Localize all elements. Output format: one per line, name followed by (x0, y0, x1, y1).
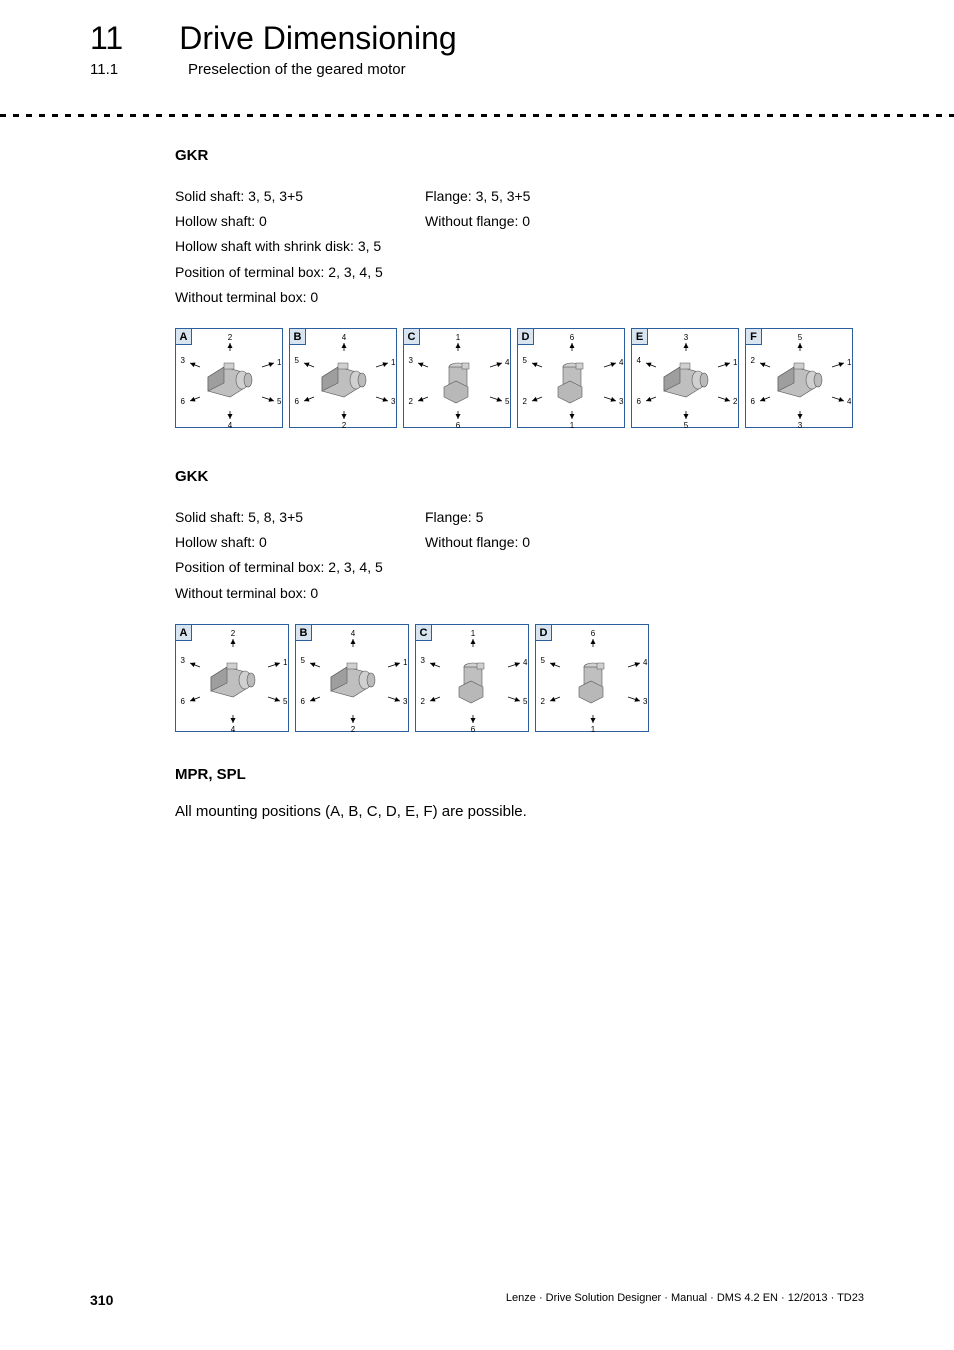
svg-text:1: 1 (570, 421, 575, 429)
svg-text:3: 3 (181, 656, 186, 665)
diagram-cell: C 1 6 3 4 2 5 (415, 624, 529, 732)
page-number: 310 (90, 1292, 113, 1308)
diagram-cell: E 3 5 4 1 6 2 (631, 328, 739, 428)
svg-text:5: 5 (505, 397, 510, 406)
svg-text:6: 6 (751, 397, 756, 406)
svg-text:5: 5 (301, 656, 306, 665)
gkr-terminal-box: Position of terminal box: 2, 3, 4, 5 (175, 260, 425, 285)
gkr-heading: GKR (175, 147, 864, 164)
diagram-cell: B 4 2 5 1 6 3 (289, 328, 397, 428)
diagram-cell: F 5 3 2 1 6 4 (745, 328, 853, 428)
svg-text:3: 3 (403, 697, 408, 706)
gkr-without-terminal: Without terminal box: 0 (175, 285, 425, 310)
svg-text:6: 6 (181, 397, 186, 406)
mprspl-text: All mounting positions (A, B, C, D, E, F… (175, 803, 864, 820)
gkr-hollow-shaft: Hollow shaft: 0 (175, 209, 425, 234)
svg-text:3: 3 (421, 656, 426, 665)
gkr-specs: Solid shaft: 3, 5, 3+5 Hollow shaft: 0 H… (175, 184, 864, 310)
svg-text:1: 1 (591, 725, 596, 733)
gkk-heading: GKK (175, 468, 864, 485)
svg-text:5: 5 (523, 356, 528, 365)
separator (0, 114, 954, 117)
svg-text:5: 5 (684, 421, 689, 429)
gkk-diagrams: A 2 4 3 1 6 5 B 4 2 (175, 624, 864, 732)
diagram-cell: D 6 1 5 4 2 3 (535, 624, 649, 732)
chapter-title: Drive Dimensioning (179, 20, 456, 57)
svg-text:3: 3 (643, 697, 648, 706)
svg-text:6: 6 (591, 629, 596, 638)
svg-text:6: 6 (637, 397, 642, 406)
svg-text:3: 3 (181, 356, 186, 365)
svg-text:2: 2 (421, 697, 426, 706)
svg-text:1: 1 (391, 358, 396, 367)
svg-text:6: 6 (456, 421, 461, 429)
svg-text:2: 2 (751, 356, 756, 365)
svg-text:1: 1 (471, 629, 476, 638)
diagram-cell: A 2 4 3 1 6 5 (175, 624, 289, 732)
svg-text:2: 2 (409, 397, 414, 406)
svg-text:2: 2 (231, 629, 236, 638)
gkk-hollow-shaft: Hollow shaft: 0 (175, 530, 425, 555)
svg-text:6: 6 (295, 397, 300, 406)
svg-text:1: 1 (283, 658, 288, 667)
gkk-solid-shaft: Solid shaft: 5, 8, 3+5 (175, 505, 425, 530)
gkr-solid-shaft: Solid shaft: 3, 5, 3+5 (175, 184, 425, 209)
footer-text: Lenze · Drive Solution Designer · Manual… (506, 1292, 864, 1308)
svg-text:4: 4 (847, 397, 852, 406)
svg-text:4: 4 (228, 421, 233, 429)
svg-text:6: 6 (570, 333, 575, 342)
gkk-flange: Flange: 5 (425, 505, 615, 530)
diagram-cell: D 6 1 5 4 2 3 (517, 328, 625, 428)
diagram-cell: A 2 4 3 1 6 5 (175, 328, 283, 428)
gkk-terminal-box: Position of terminal box: 2, 3, 4, 5 (175, 555, 425, 580)
gkr-flange: Flange: 3, 5, 3+5 (425, 184, 615, 209)
section-title: Preselection of the geared motor (188, 61, 406, 78)
svg-text:2: 2 (342, 421, 347, 429)
svg-text:3: 3 (798, 421, 803, 429)
svg-text:5: 5 (541, 656, 546, 665)
svg-text:1: 1 (403, 658, 408, 667)
svg-text:4: 4 (342, 333, 347, 342)
svg-text:5: 5 (295, 356, 300, 365)
svg-text:2: 2 (351, 725, 356, 733)
svg-text:4: 4 (505, 358, 510, 367)
svg-text:4: 4 (619, 358, 624, 367)
svg-text:1: 1 (733, 358, 738, 367)
svg-text:2: 2 (228, 333, 233, 342)
svg-text:5: 5 (277, 397, 282, 406)
gkr-without-flange: Without flange: 0 (425, 209, 615, 234)
chapter-number: 11 (90, 20, 123, 57)
svg-text:5: 5 (523, 697, 528, 706)
svg-text:4: 4 (637, 356, 642, 365)
svg-text:2: 2 (523, 397, 528, 406)
svg-text:1: 1 (456, 333, 461, 342)
gkk-without-terminal: Without terminal box: 0 (175, 581, 425, 606)
svg-text:5: 5 (798, 333, 803, 342)
svg-text:1: 1 (847, 358, 852, 367)
svg-text:4: 4 (643, 658, 648, 667)
svg-text:6: 6 (301, 697, 306, 706)
svg-text:6: 6 (471, 725, 476, 733)
svg-text:3: 3 (391, 397, 396, 406)
section-number: 11.1 (90, 61, 130, 78)
svg-text:3: 3 (619, 397, 624, 406)
svg-text:4: 4 (523, 658, 528, 667)
svg-text:1: 1 (277, 358, 282, 367)
svg-text:6: 6 (181, 697, 186, 706)
svg-text:3: 3 (409, 356, 414, 365)
svg-text:3: 3 (684, 333, 689, 342)
gkk-specs: Solid shaft: 5, 8, 3+5 Hollow shaft: 0 F… (175, 505, 864, 606)
gkr-hollow-shaft-shrink: Hollow shaft with shrink disk: 3, 5 (175, 234, 425, 259)
diagram-cell: C 1 6 3 4 2 5 (403, 328, 511, 428)
gkk-without-flange: Without flange: 0 (425, 530, 615, 555)
svg-text:4: 4 (351, 629, 356, 638)
svg-text:2: 2 (733, 397, 738, 406)
gkr-diagrams: A 2 4 3 1 6 5 B 4 2 (175, 328, 864, 428)
svg-text:4: 4 (231, 725, 236, 733)
svg-text:2: 2 (541, 697, 546, 706)
diagram-cell: B 4 2 5 1 6 3 (295, 624, 409, 732)
svg-text:5: 5 (283, 697, 288, 706)
mprspl-heading: MPR, SPL (175, 766, 864, 783)
